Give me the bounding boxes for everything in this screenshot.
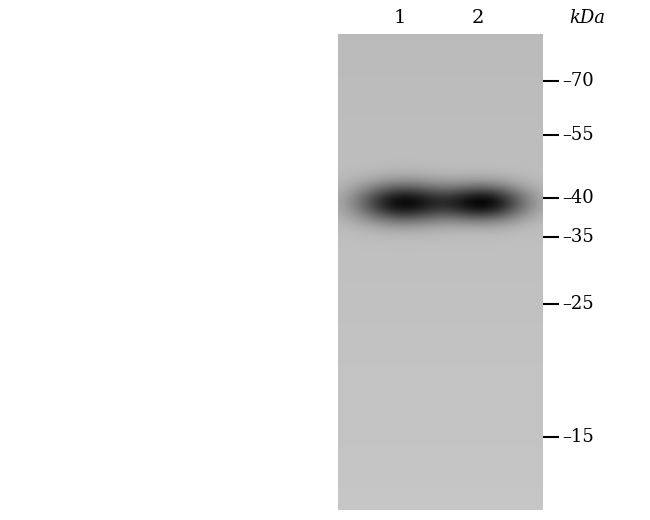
- Text: –70: –70: [562, 72, 594, 89]
- Text: –40: –40: [562, 189, 594, 206]
- Text: –55: –55: [562, 126, 594, 144]
- Text: kDa: kDa: [569, 9, 604, 27]
- Text: –25: –25: [562, 295, 594, 313]
- Text: –15: –15: [562, 428, 594, 446]
- Text: 1: 1: [393, 9, 406, 27]
- Text: 2: 2: [471, 9, 484, 27]
- Text: –35: –35: [562, 228, 594, 245]
